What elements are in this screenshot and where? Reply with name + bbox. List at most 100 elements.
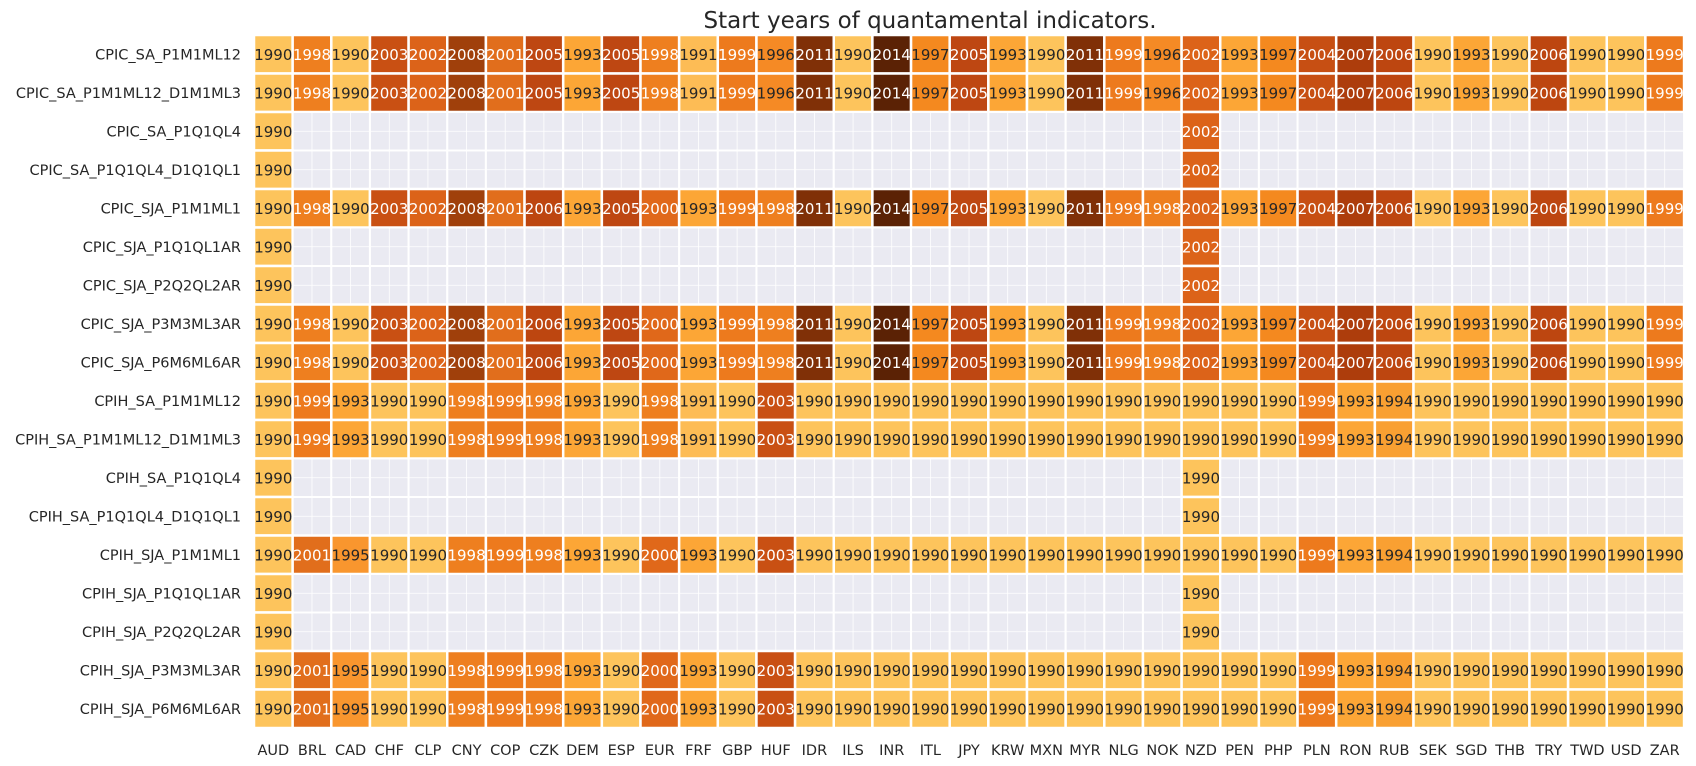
heatmap-cell bbox=[523, 418, 565, 460]
cell-value-label: 2014 bbox=[873, 200, 911, 218]
cell-value-label: 2003 bbox=[370, 315, 408, 333]
cell-value-label: 1990 bbox=[1452, 431, 1490, 449]
heatmap-cell bbox=[677, 187, 720, 229]
cell-value-label: 1997 bbox=[1259, 315, 1297, 333]
heatmap-cell bbox=[1644, 418, 1686, 460]
cell-value-label: 2002 bbox=[409, 46, 447, 64]
heatmap-cell bbox=[484, 688, 526, 730]
heatmap-cell bbox=[1219, 380, 1261, 422]
cell-value-label: 2005 bbox=[950, 200, 988, 218]
heatmap-cell bbox=[1605, 33, 1647, 75]
cell-value-label: 1990 bbox=[332, 200, 370, 218]
heatmap-cell bbox=[446, 341, 488, 383]
cell-value-label: 1990 bbox=[1105, 546, 1143, 564]
column-label: JPY bbox=[957, 743, 980, 759]
cell-value-label: 1990 bbox=[1568, 46, 1606, 64]
cell-value-label: 1990 bbox=[1452, 546, 1490, 564]
cell-value-label: 1990 bbox=[834, 46, 872, 64]
cell-value-label: 2002 bbox=[1182, 354, 1220, 372]
cell-value-label: 1990 bbox=[834, 392, 872, 410]
cell-value-label: 1990 bbox=[1143, 392, 1181, 410]
cell-value-label: 1990 bbox=[1182, 662, 1220, 680]
cell-value-label: 1990 bbox=[254, 354, 292, 372]
cell-value-label: 1998 bbox=[757, 200, 795, 218]
cell-value-label: 1990 bbox=[1143, 662, 1181, 680]
cell-value-label: 1999 bbox=[1298, 700, 1336, 718]
cell-value-label: 1997 bbox=[1259, 46, 1297, 64]
cell-value-label: 1990 bbox=[950, 700, 988, 718]
cell-value-label: 2011 bbox=[1066, 354, 1104, 372]
heatmap-cell bbox=[832, 688, 874, 730]
column-label: PEN bbox=[1225, 743, 1254, 759]
cell-value-label: 1998 bbox=[447, 546, 485, 564]
cell-value-label: 1998 bbox=[293, 46, 331, 64]
cell-value-label: 1990 bbox=[1414, 700, 1452, 718]
heatmap-cell bbox=[1566, 187, 1608, 229]
cell-value-label: 2011 bbox=[1066, 200, 1104, 218]
heatmap-cell bbox=[1219, 187, 1261, 229]
cell-value-label: 1999 bbox=[718, 315, 756, 333]
cell-value-label: 2006 bbox=[525, 315, 563, 333]
cell-value-label: 1990 bbox=[911, 662, 949, 680]
heatmap-cell bbox=[484, 534, 526, 576]
cell-value-label: 1990 bbox=[1607, 546, 1645, 564]
cell-value-label: 1990 bbox=[1530, 700, 1568, 718]
cell-value-label: 2005 bbox=[950, 354, 988, 372]
cell-value-label: 1990 bbox=[254, 46, 292, 64]
cell-value-label: 1990 bbox=[1414, 315, 1452, 333]
heatmap-cell bbox=[1219, 418, 1261, 460]
heatmap-cell bbox=[716, 72, 758, 114]
column-label: EUR bbox=[645, 743, 675, 759]
cell-value-label: 1993 bbox=[1452, 46, 1490, 64]
cell-value-label: 1990 bbox=[254, 315, 292, 333]
cell-value-label: 1999 bbox=[718, 354, 756, 372]
heatmap-cell bbox=[987, 688, 1029, 730]
cell-value-label: 1990 bbox=[1568, 546, 1606, 564]
cell-value-label: 2005 bbox=[602, 46, 640, 64]
heatmap-cell bbox=[407, 534, 449, 576]
cell-value-label: 2001 bbox=[486, 46, 524, 64]
heatmap-cell bbox=[1025, 688, 1067, 730]
cell-value-label: 2006 bbox=[1530, 315, 1568, 333]
cell-value-label: 2008 bbox=[447, 46, 485, 64]
cell-value-label: 1995 bbox=[332, 700, 370, 718]
cell-value-label: 1990 bbox=[332, 84, 370, 102]
row-label: CPIC_SJA_P1Q1QL1AR bbox=[83, 240, 241, 256]
cell-value-label: 1993 bbox=[1336, 546, 1374, 564]
cell-value-label: 2000 bbox=[641, 700, 679, 718]
heatmap-cell bbox=[561, 303, 604, 345]
cell-value-label: 1999 bbox=[718, 84, 756, 102]
cell-value-label: 1990 bbox=[989, 431, 1027, 449]
column-label: PLN bbox=[1303, 743, 1331, 759]
cell-value-label: 2001 bbox=[486, 315, 524, 333]
heatmap-cell bbox=[1219, 341, 1261, 383]
cell-value-label: 1990 bbox=[1143, 546, 1181, 564]
cell-value-label: 1998 bbox=[525, 662, 563, 680]
heatmap-cell bbox=[793, 418, 835, 460]
cell-value-label: 1990 bbox=[873, 700, 911, 718]
cell-value-label: 1990 bbox=[1220, 662, 1258, 680]
row-label: CPIH_SJA_P1M1ML1 bbox=[100, 548, 241, 564]
cell-value-label: 1990 bbox=[1182, 700, 1220, 718]
heatmap-cell bbox=[368, 303, 410, 345]
column-label: ITL bbox=[920, 743, 941, 759]
cell-value-label: 1990 bbox=[873, 546, 911, 564]
cell-value-label: 1990 bbox=[1182, 546, 1220, 564]
heatmap-cell bbox=[1064, 72, 1106, 114]
cell-value-label: 1990 bbox=[602, 392, 640, 410]
heatmap-cell bbox=[1103, 187, 1145, 229]
cell-value-label: 1993 bbox=[989, 46, 1027, 64]
cell-value-label: 1993 bbox=[1452, 354, 1490, 372]
cell-value-label: 1999 bbox=[1298, 662, 1336, 680]
cell-value-label: 2002 bbox=[1182, 238, 1220, 256]
heatmap-cell bbox=[1412, 534, 1454, 576]
cell-value-label: 1999 bbox=[486, 546, 524, 564]
cell-value-label: 2001 bbox=[293, 700, 331, 718]
heatmap-cell bbox=[1412, 33, 1454, 75]
cell-value-label: 1991 bbox=[679, 46, 717, 64]
heatmap-cell bbox=[1644, 187, 1686, 229]
cell-value-label: 1999 bbox=[486, 700, 524, 718]
cell-value-label: 1990 bbox=[1220, 700, 1258, 718]
cell-value-label: 2006 bbox=[1375, 354, 1413, 372]
cell-value-label: 1990 bbox=[1414, 354, 1452, 372]
